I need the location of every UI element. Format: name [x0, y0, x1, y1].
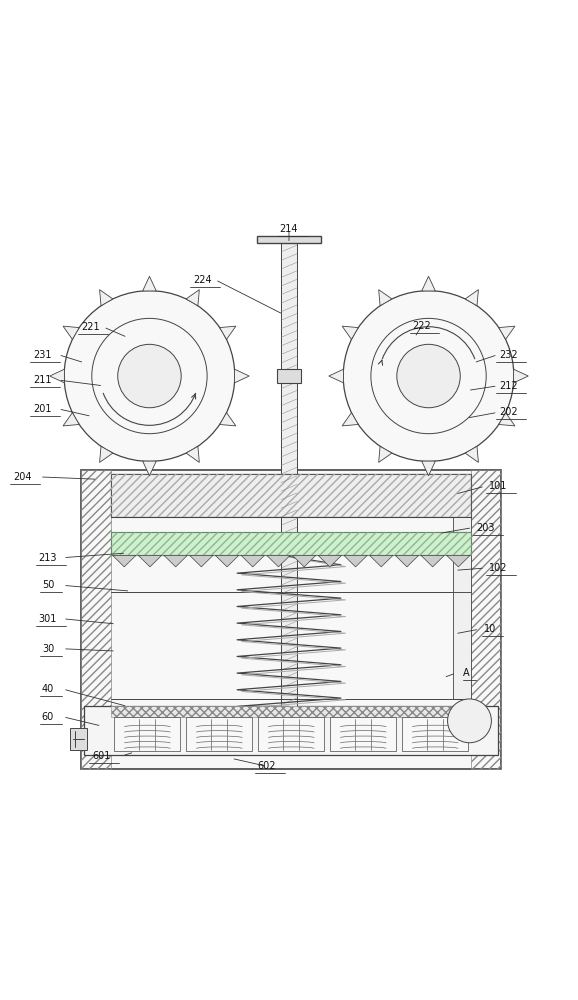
Polygon shape: [292, 555, 316, 567]
Polygon shape: [164, 555, 187, 567]
Bar: [114, 717, 180, 751]
Polygon shape: [143, 276, 156, 291]
Text: 214: 214: [280, 224, 298, 234]
Polygon shape: [220, 413, 236, 426]
Polygon shape: [216, 555, 239, 567]
Bar: [186, 717, 253, 751]
Text: 602: 602: [258, 761, 276, 771]
Text: 224: 224: [193, 275, 212, 285]
Circle shape: [447, 699, 491, 743]
Polygon shape: [514, 369, 528, 383]
Text: 221: 221: [81, 322, 99, 332]
Polygon shape: [499, 413, 515, 426]
Bar: [330, 717, 397, 751]
Bar: [453, 592, 471, 699]
Polygon shape: [186, 290, 199, 306]
Polygon shape: [421, 555, 444, 567]
Bar: [402, 717, 468, 751]
Text: 101: 101: [488, 481, 507, 491]
Text: 30: 30: [42, 644, 54, 654]
Bar: [112, 706, 471, 717]
Bar: [81, 470, 501, 769]
Polygon shape: [379, 446, 392, 462]
Bar: [112, 474, 471, 517]
Bar: [112, 532, 471, 555]
Polygon shape: [241, 555, 265, 567]
Text: 202: 202: [499, 407, 517, 417]
Bar: [281, 243, 297, 713]
Polygon shape: [143, 461, 156, 476]
Text: 601: 601: [92, 751, 111, 761]
Polygon shape: [50, 369, 64, 383]
Polygon shape: [369, 555, 393, 567]
Text: 204: 204: [13, 472, 32, 482]
Text: 213: 213: [39, 553, 57, 563]
Polygon shape: [465, 446, 479, 462]
Text: 301: 301: [39, 614, 57, 624]
Bar: [471, 470, 501, 769]
Polygon shape: [63, 326, 79, 339]
Circle shape: [343, 291, 514, 461]
Polygon shape: [138, 555, 162, 567]
Text: 231: 231: [33, 350, 51, 360]
Text: 50: 50: [42, 580, 54, 590]
Polygon shape: [395, 555, 418, 567]
Polygon shape: [379, 290, 392, 306]
Bar: [453, 517, 471, 592]
Text: 232: 232: [499, 350, 517, 360]
Polygon shape: [447, 555, 470, 567]
Polygon shape: [499, 326, 515, 339]
Text: 212: 212: [499, 381, 517, 391]
Text: 102: 102: [488, 563, 507, 573]
Text: 211: 211: [33, 375, 51, 385]
Text: 60: 60: [42, 712, 54, 722]
Bar: [258, 717, 324, 751]
Polygon shape: [113, 555, 136, 567]
Polygon shape: [342, 326, 358, 339]
Circle shape: [118, 344, 181, 408]
Polygon shape: [344, 555, 367, 567]
Text: 201: 201: [33, 404, 51, 414]
Polygon shape: [329, 369, 343, 383]
Text: A: A: [464, 668, 470, 678]
Polygon shape: [220, 326, 236, 339]
Polygon shape: [99, 290, 113, 306]
Polygon shape: [465, 290, 479, 306]
Bar: [277, 369, 301, 383]
Text: 10: 10: [484, 624, 496, 634]
Bar: [81, 470, 112, 769]
Text: 40: 40: [42, 684, 54, 694]
Polygon shape: [186, 446, 199, 462]
Bar: [112, 532, 471, 555]
Polygon shape: [235, 369, 249, 383]
Polygon shape: [318, 555, 342, 567]
Text: 203: 203: [476, 523, 494, 533]
Bar: [257, 236, 321, 243]
Circle shape: [64, 291, 235, 461]
Polygon shape: [267, 555, 290, 567]
Polygon shape: [422, 276, 435, 291]
Bar: [70, 728, 87, 750]
Polygon shape: [63, 413, 79, 426]
Bar: [112, 474, 471, 517]
Circle shape: [397, 344, 460, 408]
Text: 222: 222: [412, 321, 431, 331]
Polygon shape: [342, 413, 358, 426]
Bar: [84, 706, 498, 755]
Polygon shape: [422, 461, 435, 476]
Polygon shape: [99, 446, 113, 462]
Polygon shape: [190, 555, 213, 567]
